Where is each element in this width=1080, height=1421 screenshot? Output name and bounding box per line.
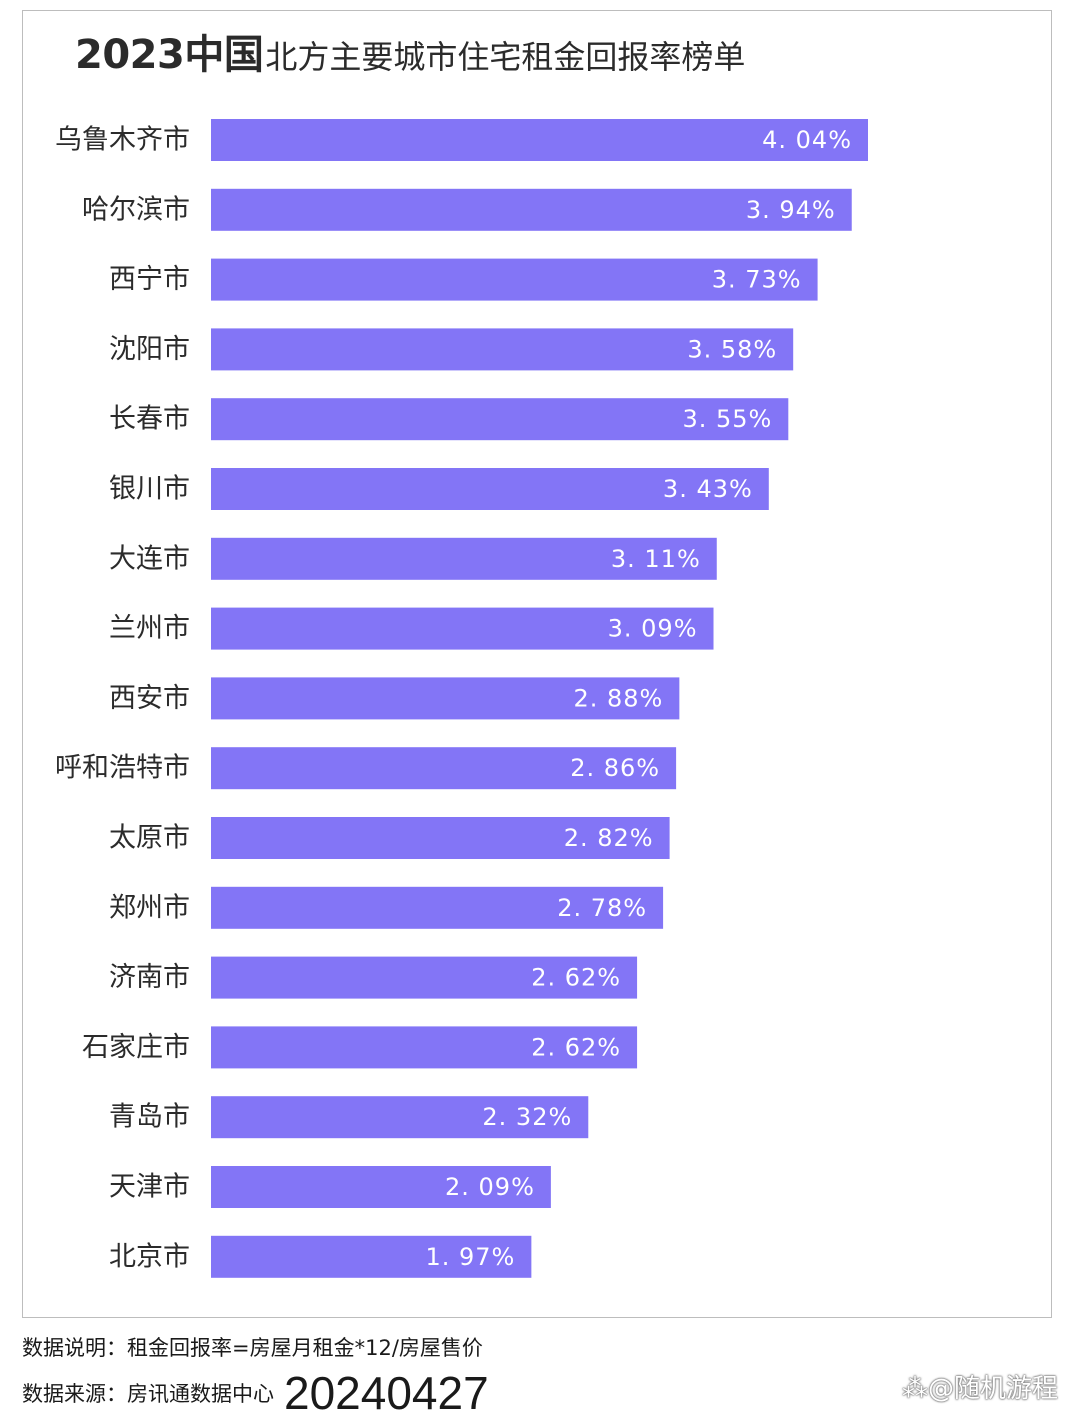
value-label: 3. 11% <box>611 545 701 573</box>
value-label: 2. 62% <box>531 964 621 992</box>
value-label: 3. 94% <box>746 196 836 224</box>
bar <box>211 956 638 999</box>
watermark: ⁂@随机游程 <box>901 1374 1058 1404</box>
bar <box>211 328 794 371</box>
bar <box>211 537 717 580</box>
chart-title: 2023中国北方主要城市住宅租金回报率榜单 <box>75 22 745 78</box>
value-label: 3. 43% <box>663 475 753 503</box>
bar <box>211 886 664 929</box>
data-source-label: 数据来源：房讯通数据中心 <box>22 1382 274 1406</box>
value-label: 4. 04% <box>762 126 852 154</box>
bar <box>211 677 680 720</box>
bar <box>211 188 852 231</box>
bar <box>211 747 677 790</box>
bar <box>211 1026 638 1069</box>
value-label: 3. 58% <box>687 335 777 363</box>
category-label: 长春市 <box>109 404 190 435</box>
category-label: 济南市 <box>109 962 190 993</box>
category-label: 哈尔滨市 <box>82 194 190 225</box>
bar <box>211 1166 551 1208</box>
category-label: 青岛市 <box>109 1102 190 1133</box>
category-label: 石家庄市 <box>82 1032 190 1063</box>
category-label: 沈阳市 <box>109 334 190 365</box>
category-label: 兰州市 <box>109 613 190 644</box>
chart-title-sub: 北方主要城市住宅租金回报率榜单 <box>265 38 746 76</box>
bar <box>211 1096 589 1139</box>
value-label: 3. 73% <box>712 266 802 294</box>
bar <box>211 607 714 650</box>
data-source: 数据来源：房讯通数据中心 20240427 <box>22 1366 489 1419</box>
value-label: 2. 82% <box>564 824 654 852</box>
category-label: 西安市 <box>109 683 190 714</box>
bar <box>211 398 789 441</box>
value-label: 2. 88% <box>573 684 663 712</box>
bar <box>211 468 769 510</box>
value-label: 2. 78% <box>557 894 647 922</box>
data-note: 数据说明：租金回报率=房屋月租金*12/房屋售价 <box>22 1336 483 1360</box>
chart-title-main: 2023中国 <box>75 32 264 78</box>
category-label: 大连市 <box>109 543 190 574</box>
bar <box>211 1235 532 1278</box>
value-label: 2. 09% <box>445 1173 535 1201</box>
category-label: 北京市 <box>109 1241 190 1272</box>
category-label: 郑州市 <box>109 892 190 923</box>
value-label: 2. 32% <box>482 1103 572 1131</box>
value-label: 3. 55% <box>682 405 772 433</box>
data-source-date: 20240427 <box>284 1367 489 1419</box>
category-label: 西宁市 <box>109 264 190 295</box>
category-label: 呼和浩特市 <box>55 753 190 784</box>
bar <box>211 258 818 301</box>
value-label: 1. 97% <box>425 1243 515 1271</box>
value-label: 2. 86% <box>570 754 660 782</box>
category-label: 天津市 <box>109 1172 190 1203</box>
value-label: 3. 09% <box>608 615 698 643</box>
category-label: 太原市 <box>109 823 190 854</box>
category-label: 乌鲁木齐市 <box>55 125 190 156</box>
bar <box>211 119 868 161</box>
bar <box>211 817 670 859</box>
category-label: 银川市 <box>109 474 190 505</box>
value-label: 2. 62% <box>531 1033 621 1061</box>
